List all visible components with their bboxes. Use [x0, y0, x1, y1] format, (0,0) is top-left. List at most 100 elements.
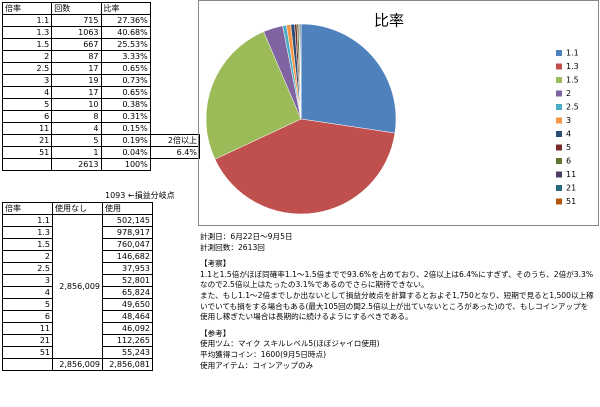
blank: [150, 39, 199, 51]
cell: 1.3: [1, 26, 53, 39]
cell: 52,801: [102, 274, 153, 287]
ratio-table: 倍率 回数 比率 1.1 715 27.36% 1.3 1063 40.68% 1.5 667 25.…: [1, 2, 201, 171]
blank: [150, 159, 199, 171]
blank: [150, 123, 199, 135]
cell: 0.19%: [100, 134, 151, 147]
row: 2 87 3.33%: [1, 50, 200, 63]
header-cell: 使用: [102, 202, 153, 215]
legend-swatch: [556, 158, 562, 164]
blank: [150, 63, 199, 75]
row: 3 19 0.73%: [1, 74, 200, 87]
blank: [150, 51, 199, 63]
row: 1.1 2,856,009 502,145: [2, 214, 153, 359]
legend-swatch: [556, 63, 562, 70]
cell: 46,092: [102, 322, 153, 335]
blank: [150, 27, 199, 39]
legend-label: 1.5: [566, 76, 579, 85]
cell: 1.1: [2, 214, 53, 227]
note-line: また、もし1.1～2倍までしか出ないとして損益分岐点を計算するとおよそ1,750…: [200, 290, 594, 322]
note-line: 1.1と1.5倍がほぼ同確率1.1～1.5倍までで93.6%を占めており、2倍以…: [200, 269, 594, 290]
note-line: 平均獲得コイン：1600(9月5日時点): [200, 349, 327, 359]
cell: 0.73%: [100, 74, 151, 87]
cell: 760,047: [102, 238, 153, 251]
cell: 0.65%: [100, 62, 151, 75]
total-cell: 2613: [51, 158, 102, 171]
total-row: 2613 100%: [1, 158, 200, 171]
cell: 1.3: [2, 226, 53, 239]
row: 11 4 0.15%: [1, 122, 200, 135]
cell: 3: [1, 74, 53, 87]
legend-label: 3: [566, 116, 571, 125]
cell: 11: [1, 122, 53, 135]
legend-label: 1.3: [566, 62, 579, 71]
cell: 3.33%: [100, 50, 151, 63]
note-line: 【考察】: [200, 259, 231, 269]
breakeven-label: ←損益分岐点: [127, 191, 175, 200]
cell: 49,650: [102, 298, 153, 311]
cell: 1: [51, 146, 102, 159]
note-line: 使用ツム：マイク スキルレベル5(ほぼジャイロ使用): [200, 339, 380, 349]
cell: 0.31%: [100, 110, 151, 123]
legend-swatch: [556, 198, 562, 205]
row: 51 1 0.04% 6.4%: [1, 146, 201, 159]
cell: 6: [1, 110, 53, 123]
header-cell: 比率: [100, 2, 151, 15]
cell: 0.15%: [100, 122, 151, 135]
cell: 2: [2, 250, 53, 263]
cell: 0.65%: [100, 86, 151, 99]
blank: [150, 87, 199, 99]
blank: [150, 15, 199, 27]
legend-swatch: [556, 90, 562, 97]
total-cell: 2,856,009: [52, 358, 103, 371]
cell: 40.68%: [100, 26, 151, 39]
cell: 27.36%: [100, 14, 151, 27]
row: 6 8 0.31%: [1, 110, 200, 123]
cell: 6.4%: [149, 146, 201, 159]
row: 51 55,243: [2, 346, 153, 359]
row: 1.1 715 27.36%: [1, 14, 200, 27]
legend-swatch: [556, 171, 562, 178]
breakeven: 1093 ←損益分岐点: [105, 190, 175, 201]
row: 1.3 1063 40.68%: [1, 26, 200, 39]
legend-swatch: [556, 144, 562, 151]
cell: 1063: [51, 26, 102, 39]
total-row: 2,856,009 2,856,081: [2, 358, 153, 371]
note-line: 計測日：6月22日～9月5日: [200, 232, 293, 241]
legend-swatch: [556, 77, 562, 83]
legend-label: 2.5: [566, 103, 579, 112]
blank: [150, 3, 199, 15]
cell: 4: [1, 86, 53, 99]
row: 2.5 17 0.65%: [1, 62, 200, 75]
cell: 51: [1, 146, 53, 159]
cell: 55,243: [102, 346, 153, 359]
row: 21 5 0.19% 2倍以上: [1, 134, 201, 147]
cell: 4: [51, 122, 102, 135]
cell: 5: [2, 298, 53, 311]
cell: 17: [51, 62, 102, 75]
legend-swatch: [556, 117, 562, 124]
cell: 1.1: [1, 14, 53, 27]
cell: 146,682: [102, 250, 153, 263]
row: 2.5 37,953: [2, 262, 153, 275]
blank: [1, 158, 53, 171]
legend-swatch: [556, 185, 562, 191]
cell: 1.5: [2, 238, 53, 251]
cell: 5: [51, 134, 102, 147]
cell: 19: [51, 74, 102, 87]
header-cell: 使用なし: [52, 202, 103, 215]
cell: 715: [51, 14, 102, 27]
cell: 2: [1, 50, 53, 63]
cell: 1.5: [1, 38, 53, 51]
cell: 51: [2, 346, 53, 359]
chart-area: 比率 1.1 1.3 1.5 2 2.5 3 4 5 6 11 21 51: [198, 0, 599, 226]
pie-slice: [214, 118, 396, 215]
cell: 17: [51, 86, 102, 99]
row: 1.5 667 25.53%: [1, 38, 200, 51]
cell: 5: [1, 98, 53, 111]
cell: 25.53%: [100, 38, 151, 51]
legend-swatch: [556, 131, 562, 137]
legend-label: 51: [566, 197, 576, 206]
cell: 978,917: [102, 226, 153, 239]
note-line: 【参考】: [200, 328, 231, 338]
